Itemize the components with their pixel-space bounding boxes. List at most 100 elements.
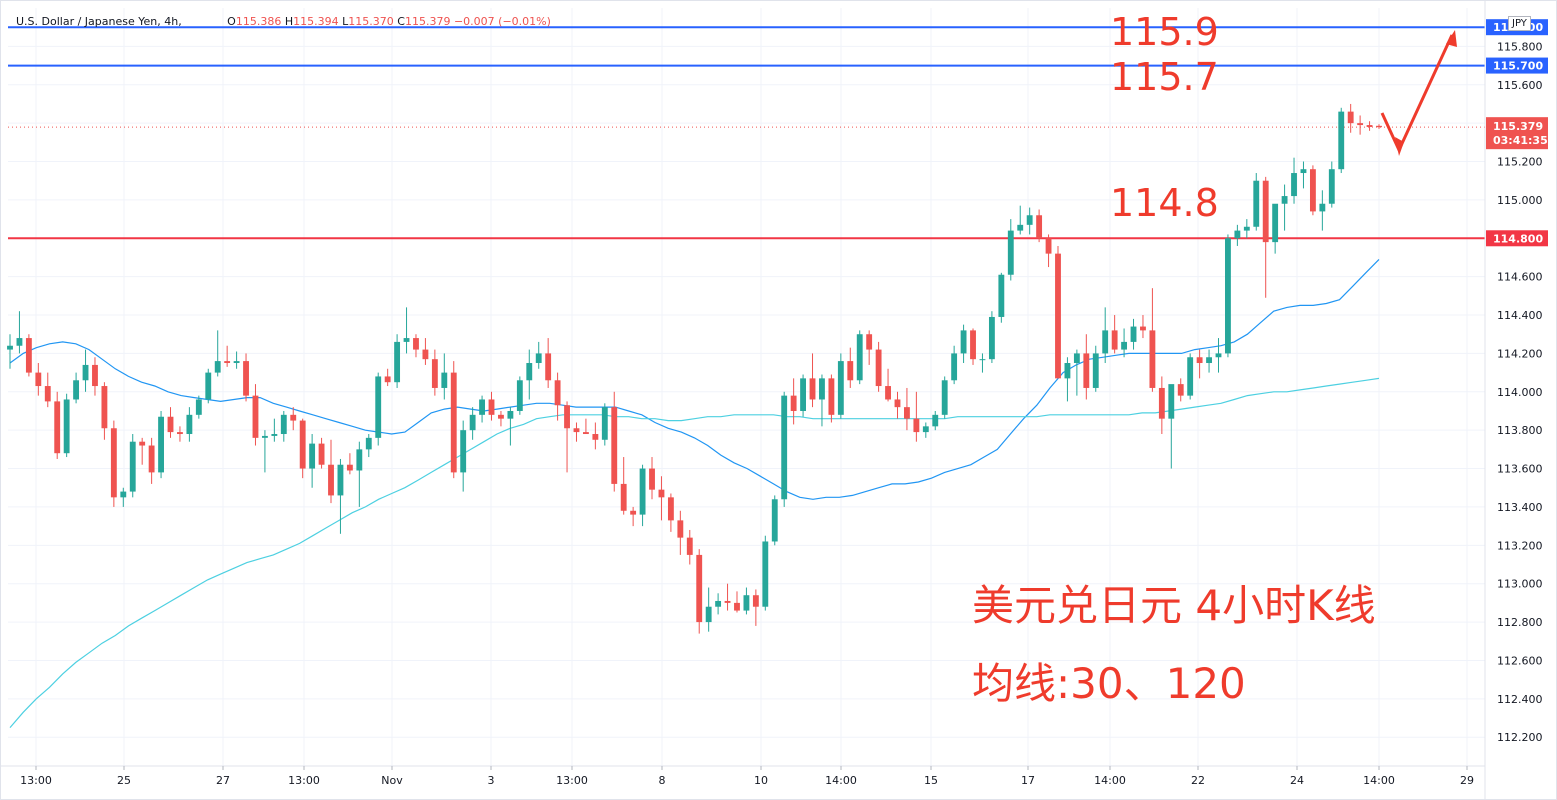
- candle-up: [743, 587, 750, 615]
- candle-up: [233, 351, 240, 369]
- annotations: 115.9 115.7 114.8 美元兑日元 4小时K线 均线:30、120: [972, 10, 1457, 708]
- candle-body: [1338, 111, 1345, 170]
- candle-up: [261, 430, 268, 473]
- candle-body: [1177, 384, 1184, 396]
- countdown-text: 03:41:35: [1493, 134, 1548, 147]
- candle-body: [1140, 326, 1146, 331]
- candle-down: [384, 368, 391, 387]
- candle-body: [1328, 169, 1335, 204]
- candle-body: [129, 441, 136, 492]
- candle-body: [460, 430, 467, 473]
- y-tick-label: 115.200: [1497, 156, 1543, 169]
- candle-body: [233, 361, 240, 364]
- ma30-line: [9, 258, 1380, 500]
- candle-body: [988, 316, 995, 360]
- candle-body: [1300, 169, 1307, 174]
- candle-body: [866, 334, 873, 350]
- candle-down: [649, 457, 655, 500]
- candle-up: [1328, 161, 1335, 208]
- candle-body: [82, 364, 89, 381]
- x-tick-label: 27: [216, 774, 230, 787]
- x-tick-label: 14:00: [1094, 774, 1126, 787]
- candle-up: [507, 407, 514, 446]
- candle-down: [299, 418, 306, 479]
- y-tick-label: 113.200: [1497, 539, 1543, 552]
- candle-up: [186, 407, 193, 442]
- candle-body: [318, 443, 325, 465]
- candle-down: [620, 457, 627, 515]
- candle-down: [686, 529, 693, 565]
- y-tick-label: 114.200: [1497, 347, 1543, 360]
- candle-down: [1196, 349, 1203, 379]
- x-tick-label: 14:00: [825, 774, 857, 787]
- candle-down: [904, 387, 910, 431]
- candle-up: [932, 410, 939, 431]
- price-tag-bg: [1486, 57, 1548, 74]
- candle-body: [1206, 357, 1212, 364]
- candle-body: [365, 437, 372, 450]
- candle-down: [1366, 121, 1373, 131]
- candle-down: [431, 349, 438, 396]
- y-tick-label: 114.000: [1497, 386, 1543, 399]
- candle-up: [526, 349, 533, 400]
- candle-down: [44, 372, 51, 408]
- candle-up: [922, 422, 929, 438]
- y-tick-label: 112.800: [1497, 616, 1543, 629]
- candle-body: [422, 349, 429, 360]
- candle-up: [1253, 173, 1260, 231]
- candle-body: [1347, 111, 1354, 124]
- candle-up: [819, 374, 825, 427]
- candle-body: [1045, 238, 1052, 254]
- candle-down: [450, 361, 457, 479]
- annotation-114-8: 114.8: [1110, 181, 1219, 225]
- candle-up: [394, 334, 401, 388]
- candle-up: [205, 368, 212, 404]
- candle-body: [309, 443, 316, 469]
- candle-up: [214, 330, 221, 377]
- currency-badge[interactable]: JPY: [1508, 16, 1531, 31]
- candle-body: [205, 372, 212, 400]
- candle-up: [1121, 328, 1128, 358]
- candle-body: [554, 380, 561, 406]
- candle-up: [403, 307, 410, 354]
- candle-body: [781, 395, 788, 500]
- candle-up: [762, 535, 769, 611]
- candle-up: [375, 372, 382, 446]
- candle-body: [1262, 180, 1269, 243]
- candle-body: [271, 434, 278, 436]
- candle-down: [413, 334, 419, 358]
- candle-body: [101, 386, 108, 429]
- candle-down: [564, 401, 570, 473]
- candle-up: [280, 410, 287, 442]
- candle-body: [904, 407, 910, 419]
- candle-body: [819, 378, 825, 400]
- candle-body: [54, 401, 61, 454]
- candle-up: [1206, 349, 1212, 373]
- candle-up: [941, 376, 948, 419]
- candle-body: [261, 435, 268, 438]
- candle-body: [1357, 123, 1364, 126]
- candle-down: [54, 391, 61, 459]
- candle-up: [460, 420, 467, 492]
- candle-body: [356, 449, 363, 471]
- candle-down: [1158, 376, 1165, 435]
- x-tick-label: 22: [1191, 774, 1205, 787]
- candle-body: [847, 361, 854, 381]
- candle-down: [611, 391, 618, 492]
- candle-body: [384, 376, 391, 383]
- candle-up: [951, 345, 958, 385]
- x-tick-label: Nov: [381, 774, 403, 787]
- candle-body: [1243, 226, 1250, 231]
- high-label: H: [284, 15, 294, 28]
- candle-up: [1168, 384, 1175, 469]
- candle-body: [1083, 353, 1090, 388]
- price-tag-text: 115.700: [1493, 60, 1543, 73]
- candle-body: [346, 464, 353, 471]
- candle-body: [25, 338, 32, 373]
- candle-body: [535, 353, 542, 364]
- annotation-115-7: 115.7: [1110, 55, 1219, 99]
- candle-body: [431, 359, 438, 388]
- chart-caption-line2: 均线:30、120: [972, 659, 1246, 708]
- candle-down: [101, 382, 108, 440]
